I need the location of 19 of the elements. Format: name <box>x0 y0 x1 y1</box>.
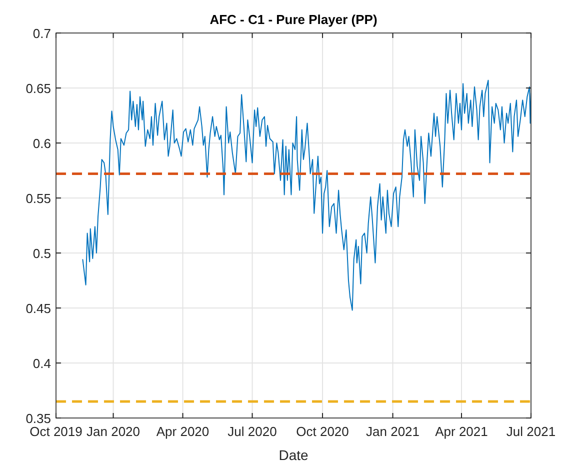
line-series <box>82 80 531 311</box>
y-tick-label: 0.5 <box>32 246 51 261</box>
chart-title: AFC - C1 - Pure Player (PP) <box>210 12 378 27</box>
y-tick-label: 0.4 <box>32 356 51 371</box>
x-tick-label: Jan 2021 <box>366 424 420 439</box>
y-tick-label: 0.55 <box>26 191 51 206</box>
x-tick-label: Jan 2020 <box>86 424 140 439</box>
x-tick-label: Apr 2020 <box>156 424 210 439</box>
x-tick-label: Jul 2021 <box>506 424 556 439</box>
y-tick-label: 0.45 <box>26 301 51 316</box>
y-tick-label: 0.65 <box>26 81 51 96</box>
x-tick-label: Jul 2020 <box>228 424 277 439</box>
y-tick-label: 0.6 <box>32 136 51 151</box>
x-tick-label: Oct 2019 <box>30 424 82 439</box>
x-axis-title: Date <box>278 447 308 463</box>
y-tick-label: 0.35 <box>26 411 51 426</box>
x-tick-label: Oct 2020 <box>296 424 349 439</box>
y-tick-label: 0.7 <box>32 26 51 41</box>
x-tick-label: Apr 2021 <box>435 424 488 439</box>
